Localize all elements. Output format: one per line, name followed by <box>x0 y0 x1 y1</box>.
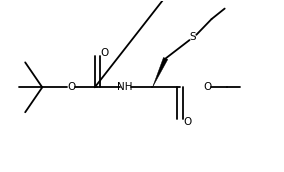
Text: S: S <box>190 33 197 42</box>
Text: O: O <box>183 117 191 127</box>
Polygon shape <box>153 57 168 87</box>
Text: O: O <box>67 82 75 92</box>
Text: NH: NH <box>117 82 133 92</box>
Text: O: O <box>101 48 109 58</box>
Text: O: O <box>204 82 212 92</box>
